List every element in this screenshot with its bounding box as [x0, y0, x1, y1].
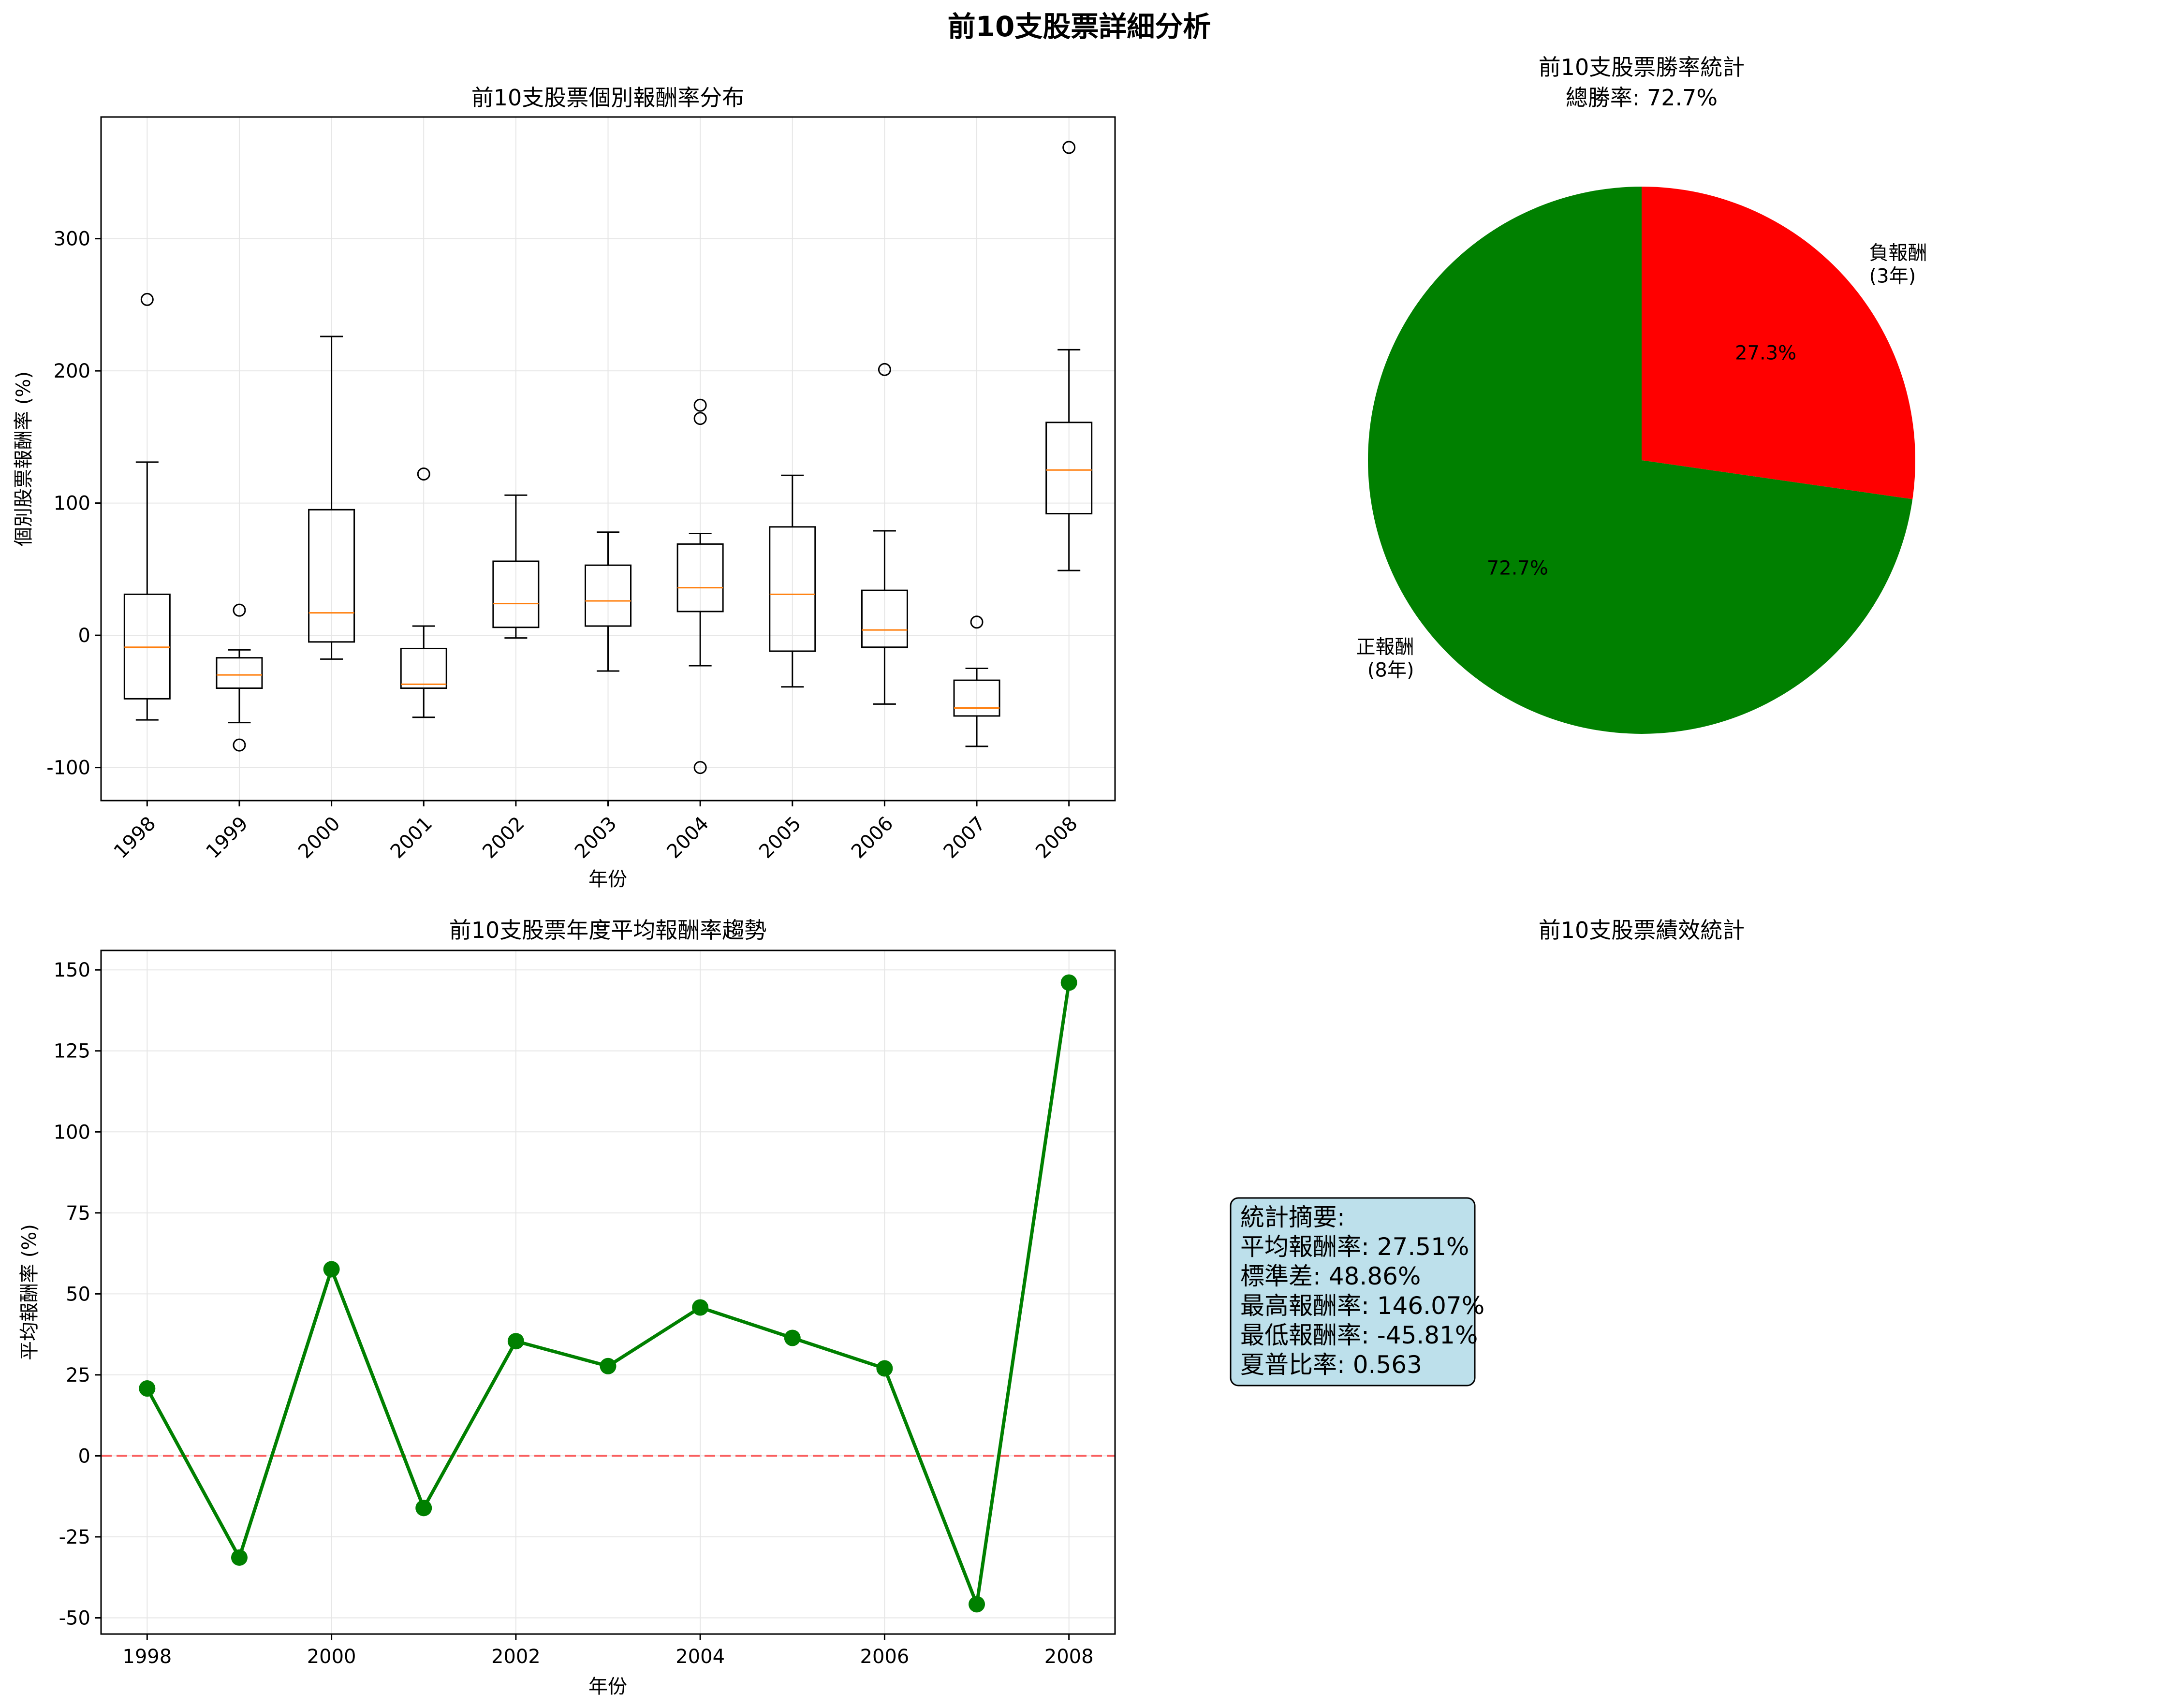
line-ytick-label: -25	[59, 1526, 90, 1548]
line-xtick-label: 1998	[122, 1646, 172, 1668]
average-return-point	[231, 1549, 248, 1566]
box-body	[216, 657, 263, 689]
summary-line-max: 最高報酬率: 146.07%	[1240, 1292, 1484, 1320]
summary-line-min: 最低報酬率: -45.81%	[1240, 1321, 1478, 1349]
boxplot-ytick-label: 200	[54, 360, 90, 382]
line-title: 前10支股票年度平均報酬率趨勢	[449, 917, 767, 943]
line-ticks: -50 -25 0 25 50 75 100 125 150 1998 2000 2002 2004 20…	[54, 959, 1094, 1668]
summary-line-header: 統計摘要:	[1240, 1203, 1345, 1231]
box-outlier	[1062, 141, 1076, 154]
summary-line-std: 標準差: 48.86%	[1240, 1262, 1421, 1290]
line-ytick-label: 150	[54, 959, 90, 981]
boxplot-title: 前10支股票個別報酬率分布	[471, 85, 745, 111]
box-body	[308, 509, 355, 643]
line-grid	[101, 950, 1115, 1634]
boxplot-ytick-label: 0	[78, 625, 90, 647]
line-panel: 前10支股票年度平均報酬率趨勢 -50 -25 0 25 50 75 100 125 150 19…	[18, 917, 1116, 1698]
box-body	[676, 543, 724, 613]
average-return-point	[784, 1329, 801, 1346]
line-ylabel: 平均報酬率 (%)	[18, 1224, 41, 1360]
box-outlier	[233, 738, 246, 752]
pie-title: 前10支股票勝率統計	[1539, 54, 1745, 80]
boxplot-marks	[123, 141, 1093, 774]
average-return-point	[969, 1596, 985, 1613]
line-ytick-label: 100	[54, 1121, 90, 1143]
box-outlier	[693, 761, 707, 774]
average-return-point	[323, 1261, 340, 1278]
pie-slice	[1368, 186, 1913, 734]
box-outlier	[140, 292, 154, 306]
box-body	[769, 526, 816, 652]
line-ytick-label: 25	[66, 1364, 90, 1387]
pie-pct-label: 27.3%	[1735, 342, 1796, 365]
line-frame	[100, 949, 1116, 1635]
boxplot-ytick-label: 100	[54, 493, 90, 515]
box-body	[585, 564, 632, 627]
summary-line-mean: 平均報酬率: 27.51%	[1240, 1233, 1469, 1261]
summary-panel: 前10支股票績效統計 統計摘要: 平均報酬率: 27.51% 標準差: 48.8…	[1230, 917, 1745, 1387]
summary-line-sharpe: 夏普比率: 0.563	[1240, 1351, 1422, 1379]
line-ytick-label: 75	[66, 1202, 90, 1225]
line-marks	[101, 974, 1115, 1613]
pie-subtitle: 總勝率: 72.7%	[1566, 85, 1718, 111]
average-return-point	[876, 1360, 893, 1377]
boxplot-ylabel: 個別股票報酬率 (%)	[13, 371, 35, 546]
box-body	[953, 679, 1000, 717]
line-ytick-label: 125	[54, 1040, 90, 1063]
line-xtick-label: 2008	[1044, 1646, 1094, 1668]
box-outlier	[693, 412, 707, 425]
line-xtick-label: 2004	[676, 1646, 725, 1668]
pie-count-label: (8年)	[1367, 659, 1414, 682]
pie-marks: 27.3% 負報酬(3年) 72.7% 正報酬(8年)	[1356, 186, 1927, 734]
box-outlier	[693, 398, 707, 412]
box-body	[400, 647, 447, 689]
boxplot-xlabel: 年份	[588, 868, 627, 890]
average-return-point	[139, 1380, 156, 1397]
box-body	[1045, 422, 1093, 515]
pie-slice-label: 正報酬	[1356, 636, 1414, 658]
average-return-point	[1060, 974, 1077, 991]
line-xtick-label: 2002	[491, 1646, 541, 1668]
pie-panel: 前10支股票勝率統計 總勝率: 72.7% 27.3% 負報酬(3年) 72.7% 正…	[1356, 54, 1927, 734]
box-outlier	[970, 615, 984, 629]
box-outlier	[878, 363, 891, 376]
summary-box	[1230, 1197, 1476, 1387]
box-body	[492, 560, 540, 628]
boxplot-ytick-label: -100	[46, 757, 90, 779]
average-return-point	[415, 1500, 432, 1517]
box-body	[861, 589, 908, 648]
pie-count-label: (3年)	[1869, 265, 1916, 287]
figure-suptitle: 前10支股票詳細分析	[948, 10, 1211, 43]
pie-pct-label: 72.7%	[1487, 557, 1548, 579]
average-return-point	[507, 1333, 524, 1350]
pie-slice-label: 負報酬	[1869, 242, 1927, 264]
line-xtick-label: 2006	[860, 1646, 910, 1668]
average-return-point	[600, 1358, 617, 1374]
boxplot-frame	[100, 116, 1116, 802]
line-ytick-label: 0	[78, 1445, 90, 1467]
average-return-point	[692, 1299, 709, 1316]
box-outlier	[417, 467, 430, 481]
line-ytick-label: -50	[59, 1607, 90, 1629]
summary-title: 前10支股票績效統計	[1539, 917, 1745, 943]
line-xtick-label: 2000	[307, 1646, 356, 1668]
line-ytick-label: 50	[66, 1283, 90, 1305]
pie-slice	[1642, 187, 1916, 499]
boxplot-ytick-label: 300	[54, 228, 90, 250]
box-outlier	[233, 603, 246, 617]
line-xlabel: 年份	[588, 1676, 627, 1698]
